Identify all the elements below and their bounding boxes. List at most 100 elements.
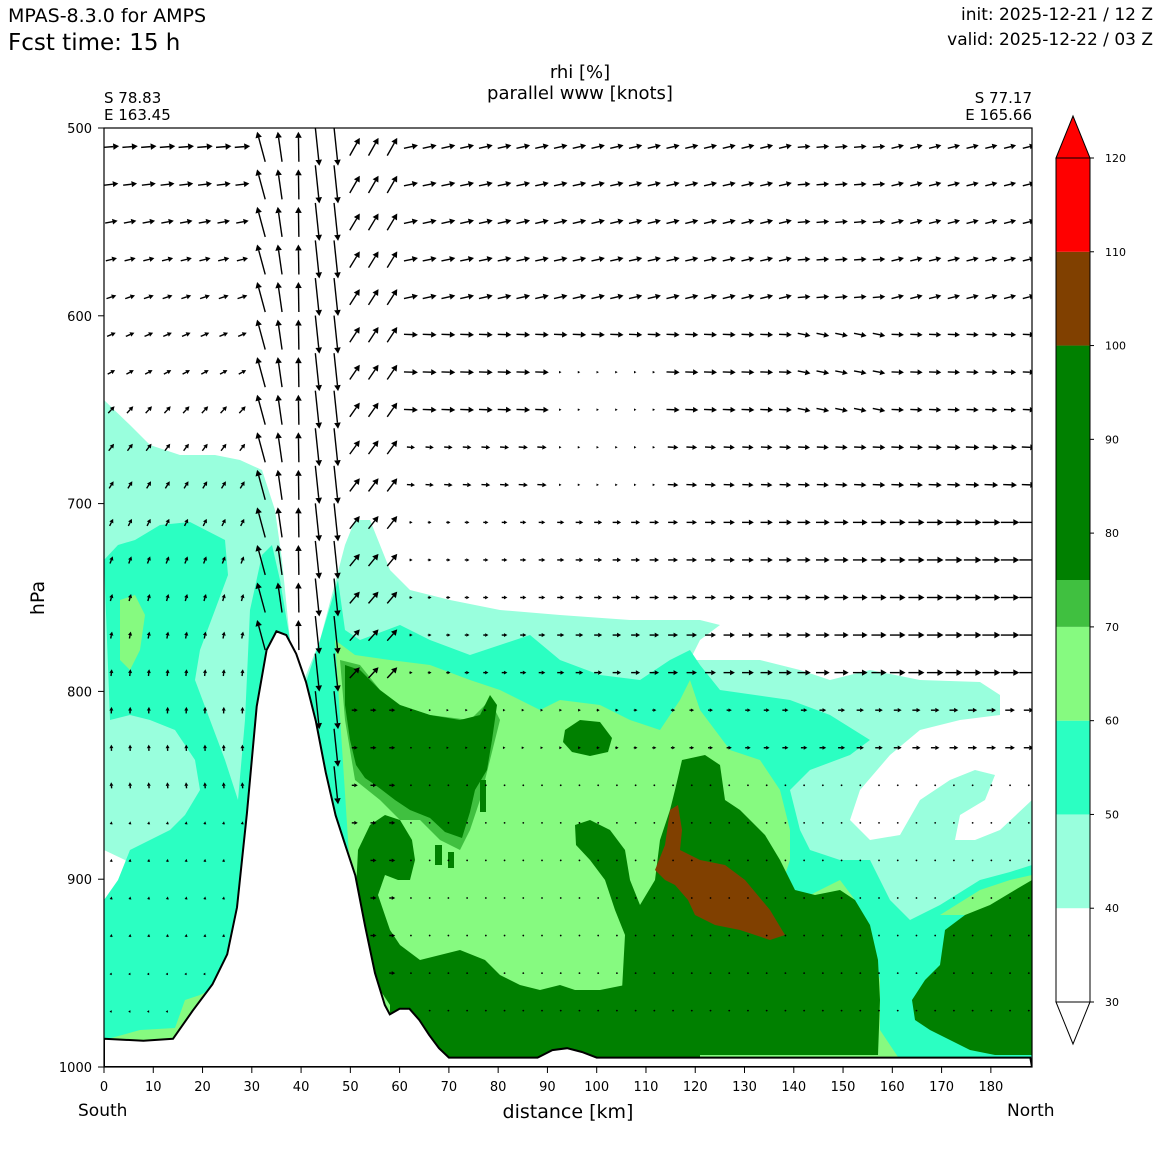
wind-arrow — [742, 669, 754, 676]
wind-arrow — [708, 708, 713, 712]
wind-arrow — [146, 972, 150, 976]
wind-arrow — [441, 181, 456, 187]
wind-arrow — [990, 897, 993, 899]
y-axis: 500 600 700 800 900 1000 — [59, 122, 104, 1076]
wind-arrow — [349, 137, 360, 156]
wind-arrow — [947, 181, 961, 187]
wind-arrow — [295, 469, 302, 500]
wind-arrow — [483, 670, 489, 675]
wind-arrow — [147, 896, 151, 900]
wind-arrow — [553, 218, 568, 225]
wind-arrow — [741, 143, 755, 150]
wind-arrow — [1023, 707, 1032, 713]
wind-arrow — [497, 369, 512, 376]
wind-arrow — [275, 244, 283, 275]
wind-arrow — [797, 369, 811, 376]
wind-arrow — [968, 745, 978, 751]
wind-arrow — [386, 553, 398, 567]
wind-arrow — [422, 181, 437, 187]
wind-arrow — [147, 821, 151, 825]
wind-arrow — [896, 859, 899, 862]
wind-arrow — [255, 244, 266, 275]
wind-arrow — [314, 353, 322, 392]
wind-arrow — [516, 143, 531, 150]
wind-arrow — [255, 620, 266, 651]
wind-arrow — [908, 594, 925, 601]
wind-arrow — [541, 821, 543, 824]
wind-arrow — [1003, 481, 1017, 488]
wind-arrow — [255, 131, 266, 162]
wind-arrow — [240, 744, 245, 751]
wind-arrow — [947, 406, 961, 413]
wind-arrow — [690, 859, 693, 862]
wind-arrow — [483, 595, 489, 600]
wind-arrow — [314, 240, 322, 279]
wind-arrow — [703, 369, 718, 376]
wind-arrow — [666, 293, 680, 300]
wind-arrow — [447, 897, 450, 899]
wind-arrow — [947, 256, 961, 262]
wind-arrow — [915, 897, 918, 899]
wind-arrow — [127, 481, 133, 489]
wind-arrow — [610, 256, 624, 263]
colorbar-band — [1056, 158, 1090, 252]
wind-arrow — [478, 331, 493, 338]
wind-arrow — [295, 169, 302, 200]
wind-arrow — [145, 406, 153, 414]
wind-arrow — [314, 503, 322, 542]
wind-arrow — [538, 633, 546, 638]
wind-arrow — [559, 370, 562, 374]
wind-arrow — [537, 444, 547, 450]
wind-arrow — [747, 859, 749, 862]
wind-arrow — [968, 707, 978, 713]
wind-arrow — [275, 469, 283, 500]
wind-arrow — [616, 784, 618, 787]
wind-arrow — [591, 256, 605, 263]
wind-arrow — [333, 240, 341, 279]
wind-arrow — [709, 859, 712, 862]
wind-arrow — [559, 821, 562, 824]
wind-arrow — [184, 594, 189, 602]
wind-arrow — [222, 858, 226, 863]
wind-arrow — [275, 507, 283, 538]
wind-arrow — [745, 708, 751, 713]
wind-arrow — [667, 482, 679, 488]
wind-arrow — [803, 972, 806, 974]
wind-arrow — [160, 181, 175, 188]
colorbar-band — [1056, 814, 1090, 909]
wind-arrow — [541, 1009, 543, 1012]
wind-arrow — [953, 897, 955, 899]
wind-arrow — [142, 218, 156, 225]
wind-arrow — [441, 406, 456, 413]
wind-arrow — [653, 784, 656, 787]
wind-arrow — [1022, 256, 1032, 262]
wind-arrow — [428, 709, 431, 712]
wind-arrow — [1027, 897, 1030, 899]
wind-arrow — [403, 256, 418, 263]
wind-arrow — [484, 859, 487, 862]
wind-arrow — [930, 745, 940, 751]
wind-arrow — [425, 482, 434, 488]
wind-arrow — [615, 708, 619, 712]
wind-arrow — [386, 289, 398, 306]
wind-arrow — [1027, 784, 1030, 787]
wind-arrow — [559, 408, 562, 412]
wind-arrow — [484, 972, 487, 974]
wind-arrow — [518, 444, 528, 450]
colorbar-band — [1056, 251, 1090, 346]
wind-arrow — [760, 181, 774, 187]
wind-arrow — [240, 821, 244, 825]
wind-arrow — [779, 444, 792, 451]
wind-arrow — [610, 331, 624, 338]
wind-arrow — [966, 406, 979, 413]
wind-arrow — [728, 784, 731, 787]
wind-arrow — [747, 934, 749, 937]
colorbar-tick-label: 30 — [1105, 996, 1119, 1009]
rhi-band-75-100 — [563, 720, 612, 756]
y-tick-label: 900 — [67, 873, 92, 888]
valid-time: valid: 2025-12-22 / 03 Z — [947, 30, 1153, 50]
wind-arrow — [760, 632, 773, 638]
wind-arrow — [722, 369, 736, 376]
wind-arrow — [541, 934, 543, 937]
wind-arrow — [427, 520, 432, 524]
